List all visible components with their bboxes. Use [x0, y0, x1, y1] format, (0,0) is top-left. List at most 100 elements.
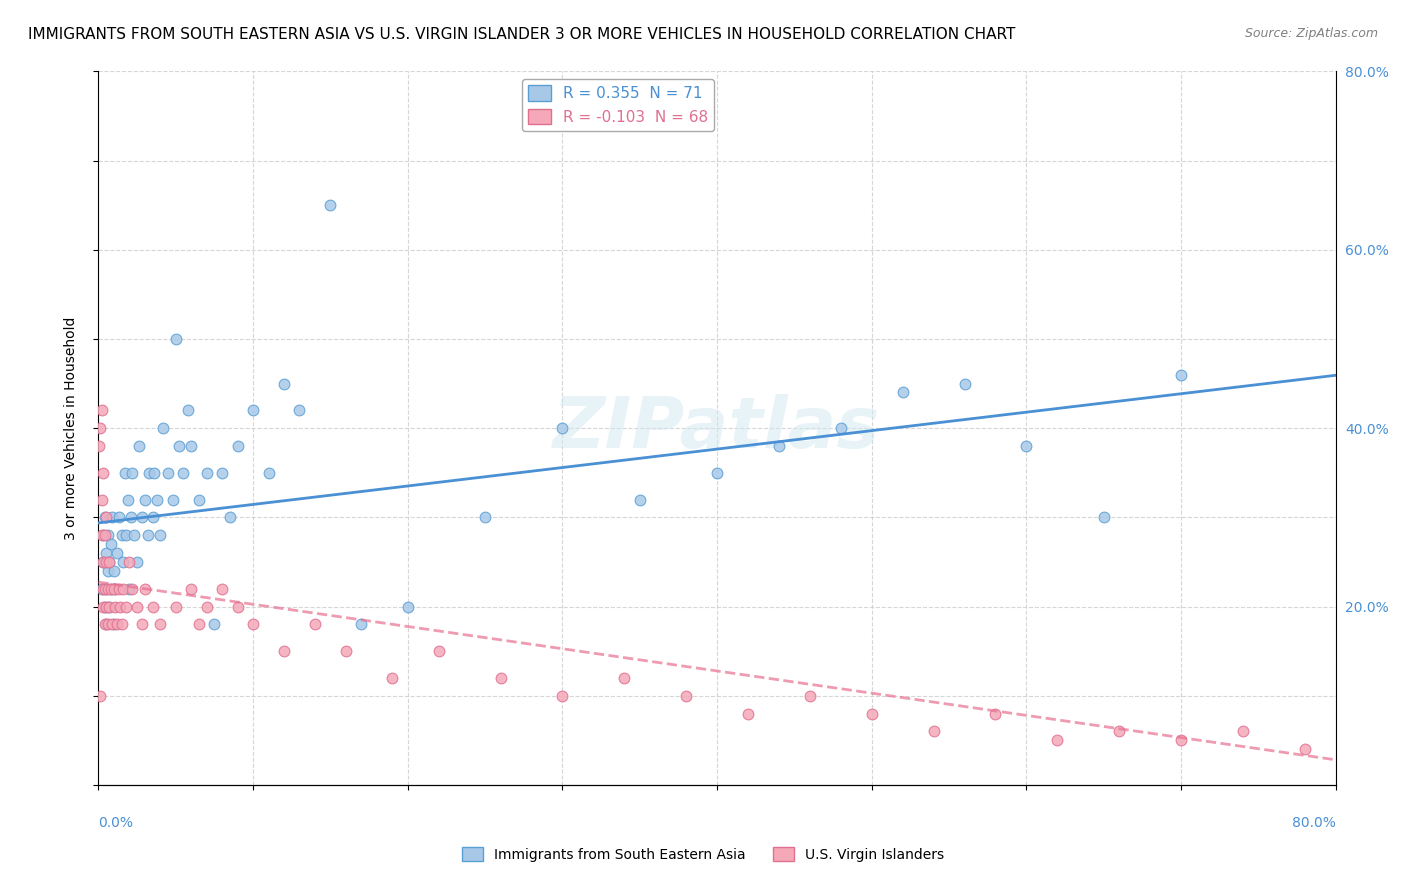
Point — [142, 599, 165, 614]
Point — [149, 528, 172, 542]
Point — [93, 582, 115, 596]
Point — [304, 617, 326, 632]
Point — [91, 582, 114, 596]
Point — [273, 644, 295, 658]
Point — [107, 510, 129, 524]
Point — [127, 599, 149, 614]
Legend: Immigrants from South Eastern Asia, U.S. Virgin Islanders: Immigrants from South Eastern Asia, U.S.… — [456, 841, 950, 867]
Point — [350, 617, 373, 632]
Point — [138, 466, 160, 480]
Point — [143, 466, 166, 480]
Point — [167, 439, 190, 453]
Text: IMMIGRANTS FROM SOUTH EASTERN ASIA VS U.S. VIRGIN ISLANDER 3 OR MORE VEHICLES IN: IMMIGRANTS FROM SOUTH EASTERN ASIA VS U.… — [28, 27, 1015, 42]
Point — [1355, 733, 1378, 747]
Point — [162, 492, 184, 507]
Point — [97, 582, 120, 596]
Point — [953, 376, 976, 391]
Point — [97, 564, 120, 578]
Y-axis label: 3 or more Vehicles in Household: 3 or more Vehicles in Household — [63, 317, 77, 540]
Point — [551, 421, 574, 435]
Point — [93, 510, 115, 524]
Point — [1092, 510, 1115, 524]
Point — [131, 617, 153, 632]
Point — [90, 582, 112, 596]
Point — [105, 546, 128, 560]
Point — [195, 599, 218, 614]
Point — [98, 599, 121, 614]
Point — [96, 510, 118, 524]
Point — [211, 466, 233, 480]
Point — [799, 689, 821, 703]
Point — [381, 671, 404, 685]
Point — [474, 510, 496, 524]
Point — [628, 492, 651, 507]
Point — [984, 706, 1007, 721]
Point — [98, 555, 121, 569]
Point — [195, 466, 218, 480]
Point — [120, 510, 142, 524]
Point — [1294, 742, 1316, 756]
Point — [128, 439, 150, 453]
Point — [219, 510, 242, 524]
Point — [93, 617, 115, 632]
Point — [551, 689, 574, 703]
Point — [105, 617, 128, 632]
Point — [100, 582, 122, 596]
Point — [112, 582, 135, 596]
Point — [89, 439, 111, 453]
Point — [118, 582, 141, 596]
Point — [118, 555, 141, 569]
Point — [107, 582, 129, 596]
Point — [96, 599, 118, 614]
Point — [101, 510, 124, 524]
Point — [1015, 439, 1038, 453]
Point — [101, 617, 124, 632]
Point — [142, 510, 165, 524]
Text: 0.0%: 0.0% — [98, 816, 134, 830]
Legend: R = 0.355  N = 71, R = -0.103  N = 68: R = 0.355 N = 71, R = -0.103 N = 68 — [522, 79, 714, 131]
Point — [103, 617, 125, 632]
Point — [830, 421, 852, 435]
Point — [112, 555, 135, 569]
Point — [115, 528, 138, 542]
Point — [257, 466, 280, 480]
Point — [1170, 368, 1192, 382]
Point — [226, 439, 249, 453]
Point — [242, 403, 264, 417]
Point — [96, 582, 118, 596]
Point — [104, 599, 127, 614]
Point — [242, 617, 264, 632]
Point — [100, 582, 122, 596]
Point — [90, 403, 112, 417]
Point — [127, 555, 149, 569]
Point — [173, 466, 195, 480]
Point — [111, 528, 134, 542]
Point — [180, 439, 202, 453]
Point — [1046, 733, 1069, 747]
Point — [96, 546, 118, 560]
Point — [675, 689, 697, 703]
Point — [1170, 733, 1192, 747]
Point — [100, 537, 122, 551]
Point — [134, 492, 156, 507]
Text: ZIPatlas: ZIPatlas — [554, 393, 880, 463]
Point — [288, 403, 311, 417]
Point — [136, 528, 159, 542]
Point — [121, 466, 143, 480]
Text: 80.0%: 80.0% — [1292, 816, 1336, 830]
Point — [96, 555, 118, 569]
Point — [204, 617, 226, 632]
Point — [396, 599, 419, 614]
Point — [91, 555, 114, 569]
Point — [115, 599, 138, 614]
Point — [1108, 724, 1130, 739]
Point — [273, 376, 295, 391]
Point — [97, 617, 120, 632]
Point — [177, 403, 200, 417]
Point — [90, 528, 112, 542]
Point — [226, 599, 249, 614]
Point — [188, 617, 211, 632]
Point — [613, 671, 636, 685]
Point — [91, 528, 114, 542]
Point — [860, 706, 883, 721]
